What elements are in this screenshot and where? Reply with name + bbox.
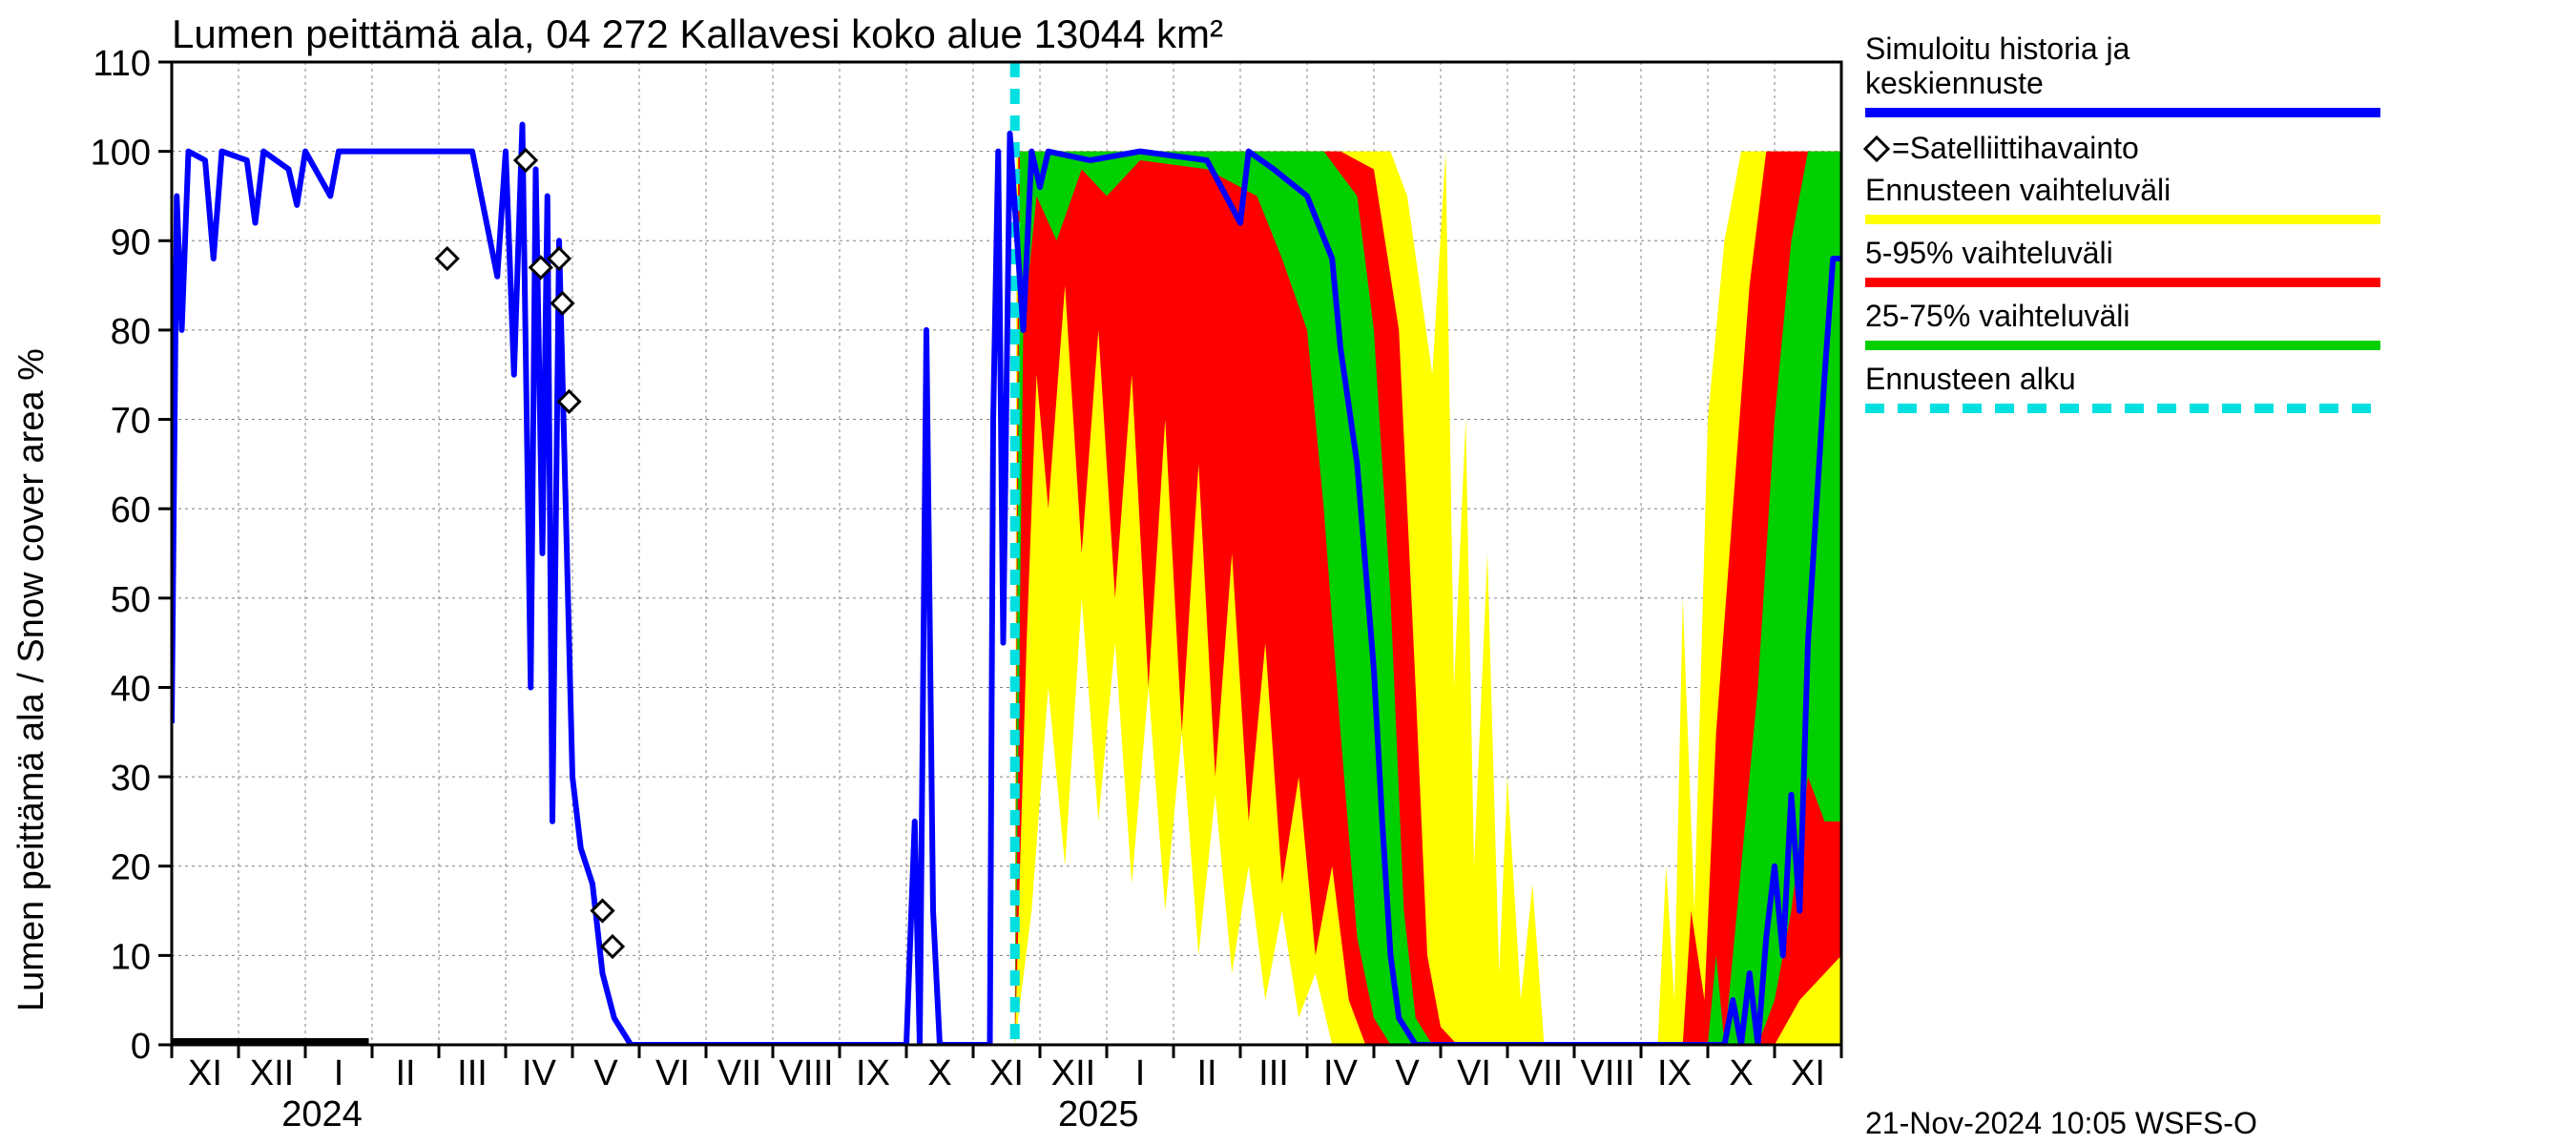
ytick-label: 40: [111, 669, 151, 709]
month-label: VI: [1457, 1053, 1491, 1093]
month-label: XII: [250, 1053, 294, 1093]
ytick-label: 50: [111, 580, 151, 620]
chart-container: Lumen peittämä ala, 04 272 Kallavesi kok…: [0, 0, 2576, 1145]
month-label: II: [395, 1053, 415, 1093]
legend-label: Ennusteen vaihteluväli: [1865, 173, 2171, 207]
month-label: X: [927, 1053, 951, 1093]
month-label: XI: [188, 1053, 222, 1093]
month-label: XI: [989, 1053, 1024, 1093]
month-label: IV: [522, 1053, 557, 1093]
legend-label: =Satelliittihavainto: [1892, 131, 2139, 165]
month-label: I: [1135, 1053, 1146, 1093]
ytick-label: 110: [93, 44, 151, 84]
month-label: II: [1196, 1053, 1216, 1093]
y-axis-label: Lumen peittämä ala / Snow cover area %: [11, 348, 52, 1011]
ytick-label: 30: [111, 759, 151, 799]
ytick-label: 60: [111, 490, 151, 531]
year-label: 2024: [281, 1094, 363, 1135]
legend-label: Simuloitu historia ja: [1865, 31, 2130, 66]
month-label: III: [1258, 1053, 1289, 1093]
legend: Simuloitu historia jakeskiennuste =Satell…: [1865, 31, 2380, 408]
month-label: IV: [1323, 1053, 1359, 1093]
plot-area: 0102030405060708090100110XIXIIIIIIIIIVVV…: [91, 44, 1841, 1135]
month-label: V: [1395, 1053, 1420, 1093]
year-label: 2025: [1058, 1094, 1139, 1135]
legend-marker-icon: [1865, 137, 1888, 160]
month-label: VIII: [1580, 1053, 1634, 1093]
ytick-label: 0: [131, 1027, 151, 1067]
ytick-label: 80: [111, 312, 151, 352]
ytick-label: 10: [111, 937, 151, 977]
chart-title: Lumen peittämä ala, 04 272 Kallavesi kok…: [172, 11, 1223, 56]
month-label: IX: [856, 1053, 890, 1093]
month-label: XII: [1051, 1053, 1095, 1093]
legend-label: Ennusteen alku: [1865, 362, 2076, 396]
legend-label: 25-75% vaihteluväli: [1865, 299, 2130, 333]
chart-footer: 21-Nov-2024 10:05 WSFS-O: [1865, 1106, 2257, 1140]
ytick-label: 70: [111, 402, 151, 442]
month-label: VII: [717, 1053, 761, 1093]
month-label: VI: [655, 1053, 690, 1093]
ytick-label: 100: [91, 134, 151, 174]
ytick-label: 20: [111, 848, 151, 888]
month-label: X: [1729, 1053, 1753, 1093]
snow-cover-chart: Lumen peittämä ala, 04 272 Kallavesi kok…: [0, 0, 2576, 1145]
month-label: I: [334, 1053, 344, 1093]
month-label: V: [593, 1053, 618, 1093]
legend-label: keskiennuste: [1865, 66, 2044, 100]
month-label: III: [457, 1053, 488, 1093]
ytick-label: 90: [111, 222, 151, 262]
month-label: VII: [1519, 1053, 1563, 1093]
month-label: XI: [1791, 1053, 1825, 1093]
month-label: IX: [1657, 1053, 1692, 1093]
legend-label: 5-95% vaihteluväli: [1865, 236, 2113, 270]
month-label: VIII: [779, 1053, 833, 1093]
